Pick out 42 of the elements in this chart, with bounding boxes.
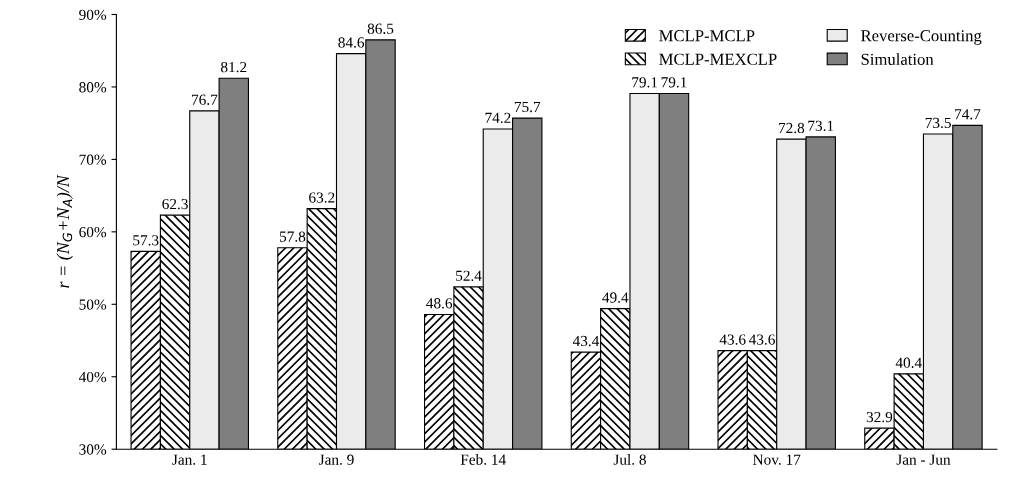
- x-tick-label: Jan. 9: [318, 454, 354, 465]
- data-label: 75.7: [514, 101, 541, 113]
- y-axis-title: r = (N$_{G}$+N$_{A}$)/N: [56, 174, 73, 288]
- data-label: 43.4: [572, 335, 600, 347]
- y-tick-label: 60%: [79, 226, 107, 238]
- legend-label: MCLP-MCLP: [659, 30, 755, 42]
- data-label: 52.4: [456, 270, 482, 281]
- data-label: 57.3: [133, 235, 159, 246]
- data-label: 74.7: [955, 109, 981, 120]
- data-label: 79.1: [632, 77, 658, 88]
- x-tick-label: Jul. 8: [613, 454, 646, 465]
- data-label: 72.8: [779, 122, 805, 134]
- y-tick-label: 40%: [78, 371, 107, 383]
- legend-label: MCLP-MEXCLP: [659, 53, 777, 65]
- y-tick-label: 30%: [79, 444, 107, 455]
- data-label: 43.6: [719, 334, 746, 345]
- data-label: 84.6: [338, 37, 365, 48]
- data-label: 62.3: [162, 198, 188, 210]
- data-label: 73.5: [925, 117, 951, 129]
- legend-label: Reverse-Counting: [861, 30, 982, 45]
- x-tick-label: Nov. 17: [753, 454, 801, 465]
- legend-label: Simulation: [861, 53, 934, 65]
- data-label: 32.9: [866, 411, 893, 423]
- data-label: 73.1: [808, 120, 834, 131]
- data-label: 48.6: [426, 298, 453, 309]
- data-label: 63.2: [309, 192, 335, 203]
- data-label: 86.5: [367, 23, 394, 34]
- data-label: 49.4: [602, 292, 629, 303]
- data-label: 79.1: [661, 77, 687, 88]
- y-tick-label: 90%: [79, 9, 107, 20]
- x-tick-label: Jan - Jun: [896, 454, 951, 465]
- data-label: 57.8: [279, 231, 306, 242]
- data-label: 43.6: [748, 334, 775, 345]
- x-tick-label: Feb. 14: [460, 454, 506, 465]
- y-tick-label: 70%: [79, 154, 107, 165]
- y-tick-label: 80%: [79, 82, 107, 93]
- y-tick-label: 50%: [79, 299, 107, 310]
- data-label: 40.4: [895, 357, 922, 368]
- data-label: 81.2: [220, 61, 247, 73]
- x-tick-label: Jan. 1: [172, 454, 207, 465]
- data-label: 74.2: [485, 112, 511, 124]
- data-label: 76.7: [192, 94, 218, 105]
